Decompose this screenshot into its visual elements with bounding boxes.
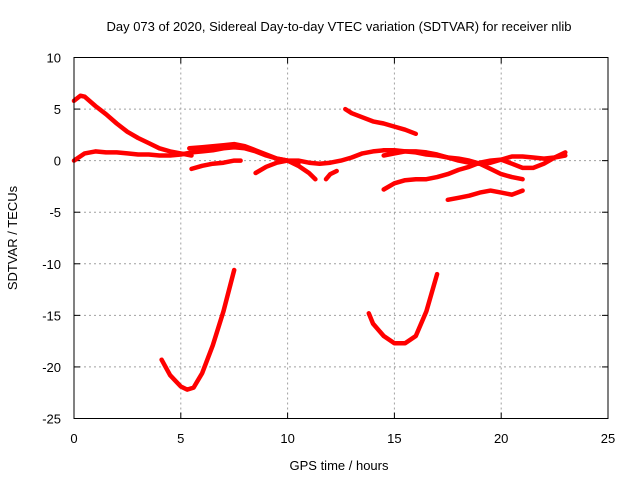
y-axis-label: SDTVAR / TECUs: [5, 185, 20, 290]
x-axis-label: GPS time / hours: [290, 458, 389, 473]
y-tick-label: 5: [54, 102, 61, 117]
grid-lines: [74, 57, 608, 419]
y-tick-label: -15: [42, 308, 61, 323]
x-tick-label: 25: [601, 431, 615, 446]
series-trace-8: [381, 149, 568, 166]
y-tick-label: 10: [47, 51, 61, 66]
series-trace-1: [71, 93, 194, 158]
y-tick-label: -5: [49, 205, 61, 220]
data-series: [71, 93, 568, 392]
tick-marks: [73, 57, 609, 419]
series-trace-7: [343, 106, 419, 137]
y-tick-label: 0: [54, 154, 61, 169]
x-tick-labels: 0 5 10 15 20 25: [70, 431, 615, 446]
series-trace-6: [323, 168, 339, 182]
series-trace-10: [445, 188, 525, 203]
series-trace-3: [187, 141, 301, 166]
x-tick-label: 10: [280, 431, 294, 446]
series-trace-12: [366, 271, 440, 346]
y-tick-label: -10: [42, 257, 61, 272]
series-trace-4: [189, 158, 243, 172]
x-tick-label: 0: [70, 431, 77, 446]
series-trace-11: [159, 267, 237, 392]
x-tick-label: 20: [494, 431, 508, 446]
series-trace-9: [381, 150, 568, 192]
x-tick-label: 5: [177, 431, 184, 446]
y-tick-labels: -25 -20 -15 -10 -5 0 5 10: [42, 51, 61, 427]
y-tick-label: -20: [42, 360, 61, 375]
chart-title: Day 073 of 2020, Sidereal Day-to-day VTE…: [106, 19, 571, 34]
plot-frame: [73, 57, 609, 419]
y-tick-label: -25: [42, 412, 61, 427]
x-tick-label: 15: [387, 431, 401, 446]
